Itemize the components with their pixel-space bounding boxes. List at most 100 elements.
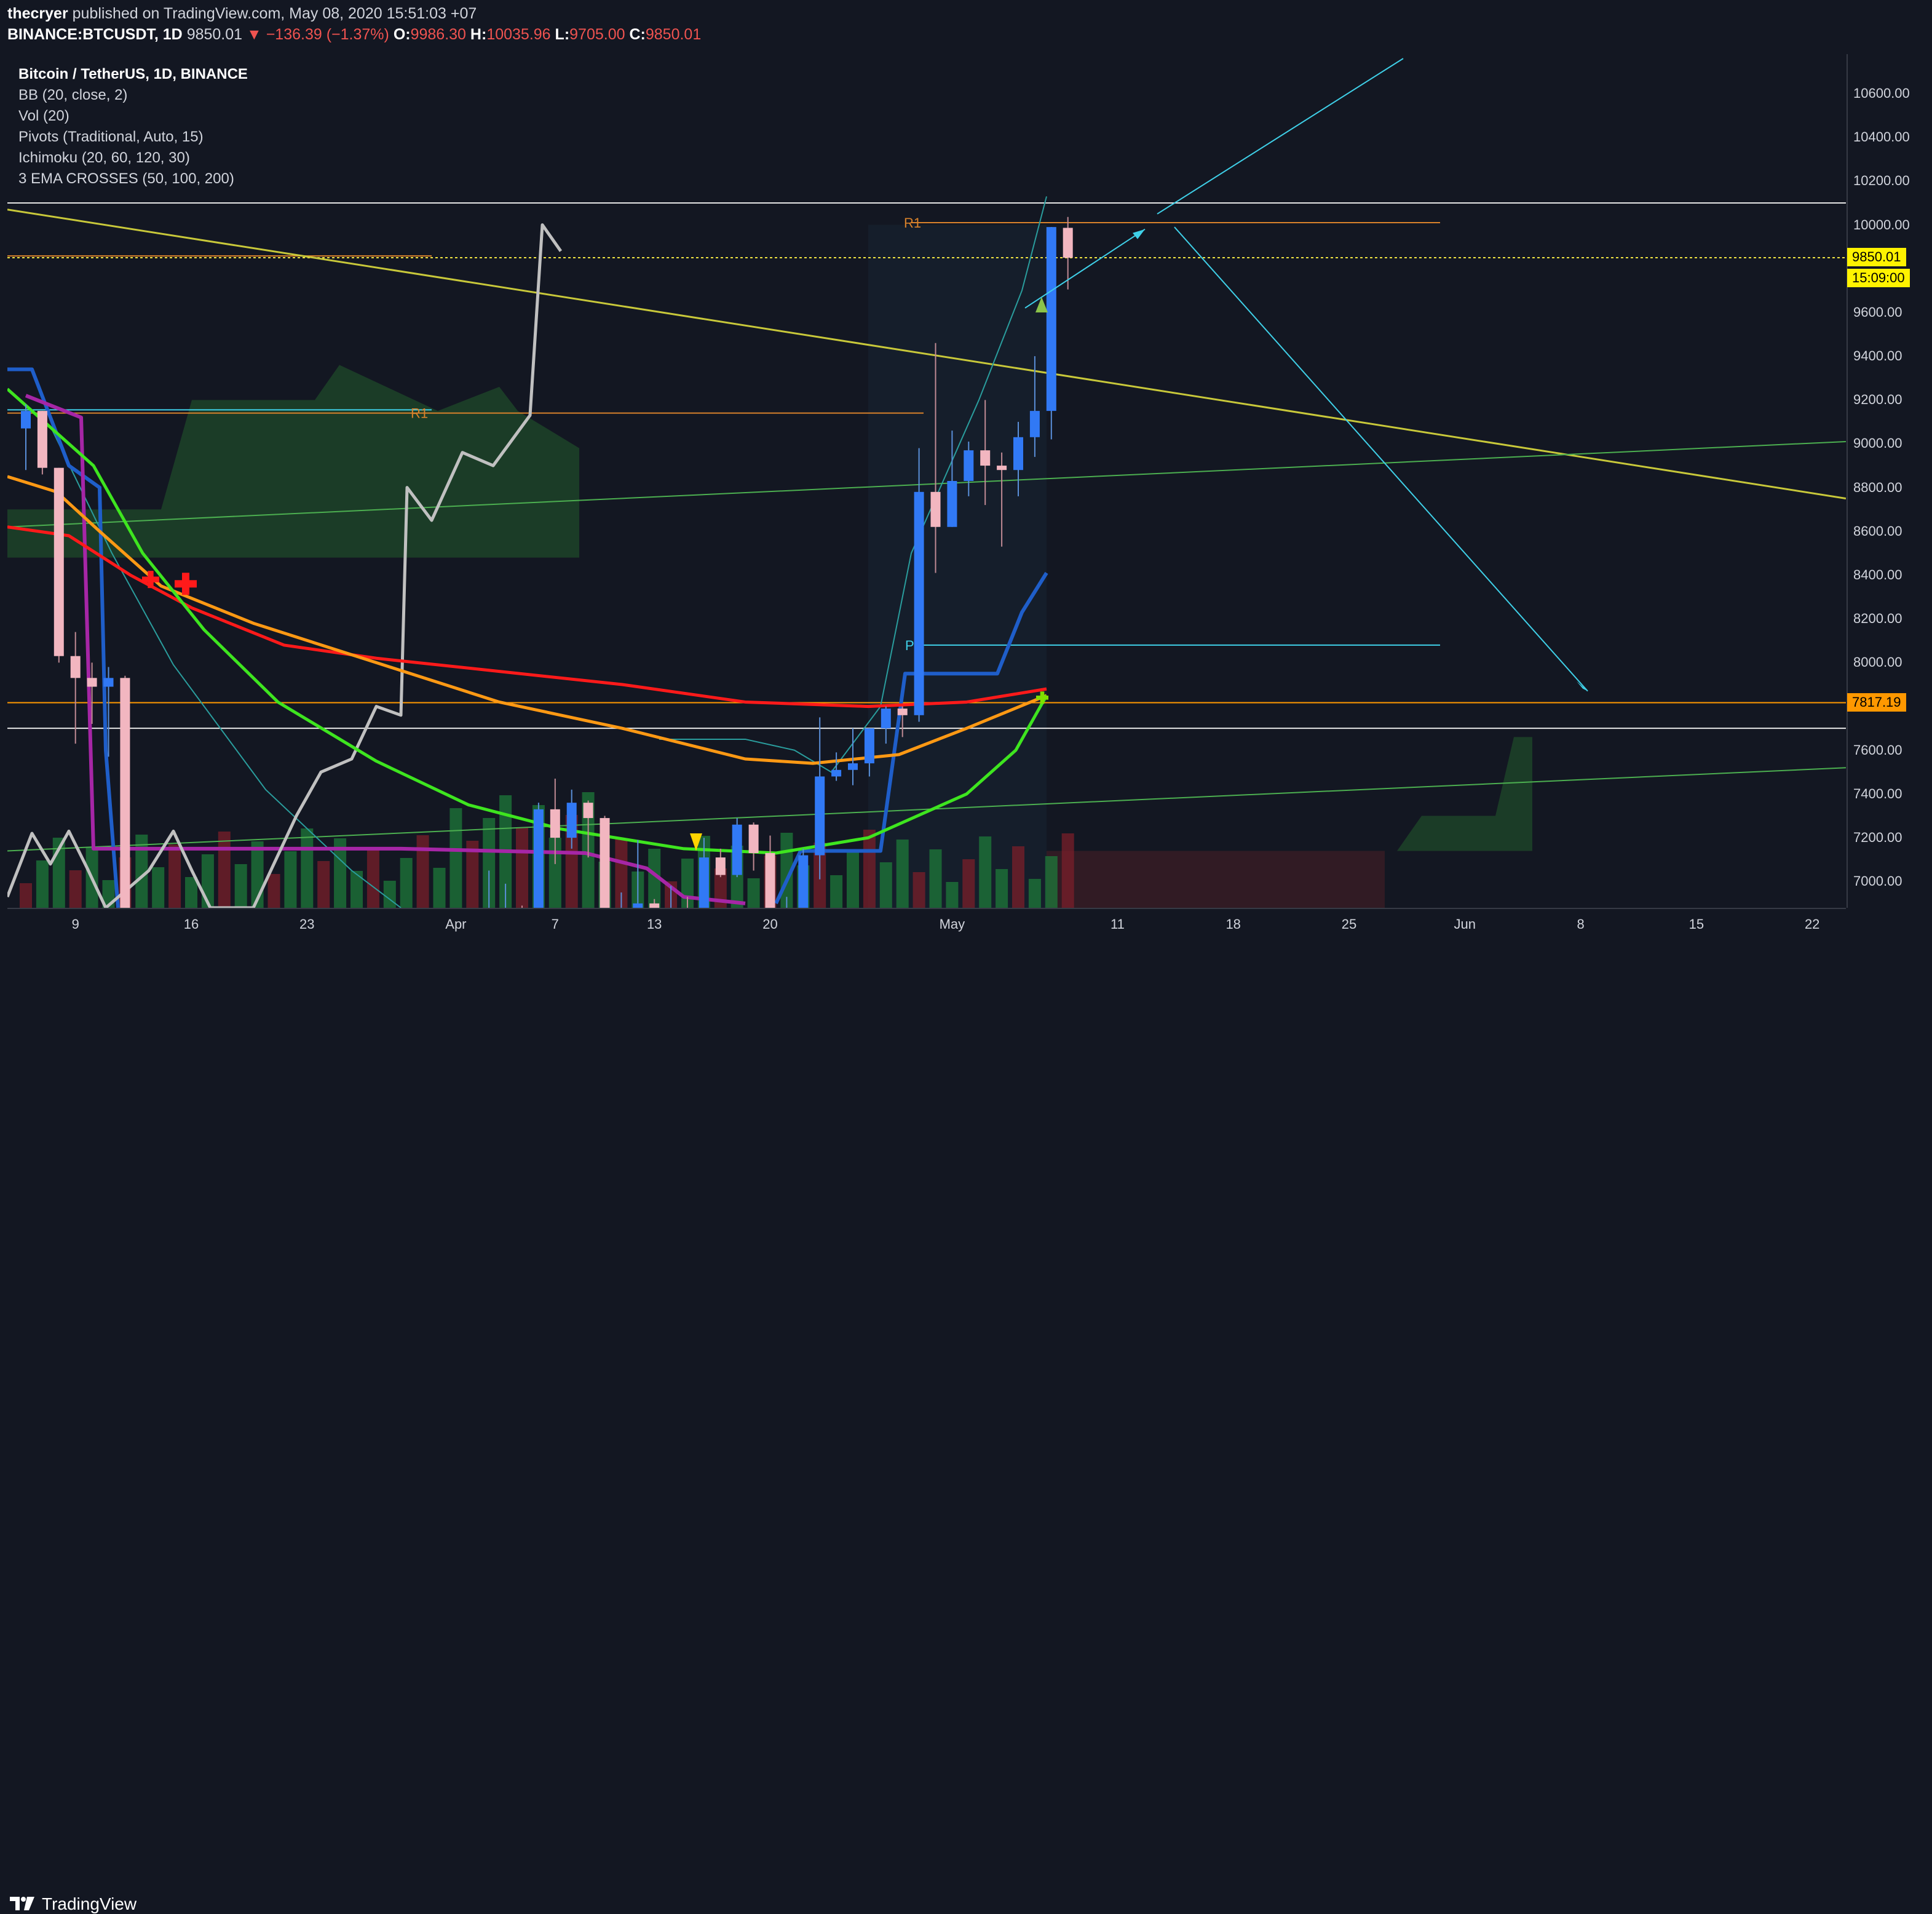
published-info: published on TradingView.com, May 08, 20… (68, 5, 477, 22)
ema-200-line (7, 525, 1047, 709)
time-axis[interactable] (7, 908, 1846, 941)
arrowhead-up (1133, 229, 1145, 239)
legend-symbol[interactable]: Bitcoin / TetherUS, 1D, BINANCE (18, 66, 248, 82)
ichimoku-kijun-right (774, 571, 1048, 905)
candle-body (70, 656, 81, 678)
volume-bar (168, 844, 181, 908)
open-value: 9986.30 (410, 26, 466, 43)
candle-body (864, 728, 874, 764)
golden-cross-marker (1040, 691, 1045, 704)
candle-body (1046, 227, 1056, 411)
descending-trendline (7, 208, 1846, 499)
close-value: 9850.01 (645, 26, 702, 43)
drawings-layer: R1 R1 P (142, 58, 1588, 851)
time-tick-label: 22 (1804, 916, 1820, 932)
volume-bar (896, 840, 909, 908)
volume-bar (979, 836, 992, 908)
last-price-value: 9850.01 (186, 26, 243, 43)
candle-body (550, 809, 560, 838)
time-tick-label: 13 (646, 916, 662, 932)
volume-bar (1061, 833, 1074, 908)
volume-bar (1045, 856, 1058, 908)
volume-bar (830, 875, 843, 908)
candle-body (715, 857, 726, 875)
price-tick-label: 9600.00 (1853, 304, 1902, 320)
chart-header: thecryer published on TradingView.com, M… (0, 0, 1932, 49)
close-label: C: (629, 26, 646, 43)
price-tick-label: 10600.00 (1853, 85, 1910, 101)
volume-bar (433, 868, 446, 908)
volume-bar (714, 868, 727, 908)
price-tick-label: 7400.00 (1853, 785, 1902, 801)
volume-bar (218, 832, 231, 908)
time-tick-label: 20 (762, 916, 778, 932)
price-tick-label: 7600.00 (1853, 742, 1902, 758)
candle-body (533, 809, 544, 908)
legend-pivots[interactable]: Pivots (Traditional, Auto, 15) (18, 129, 204, 145)
legend-ichimoku[interactable]: Ichimoku (20, 60, 120, 30) (18, 149, 190, 166)
last-price-badge: 9850.01 (1847, 247, 1906, 266)
volume-bar (284, 851, 297, 908)
volume-bar (996, 869, 1008, 908)
volume-bar (466, 841, 479, 908)
time-tick-label: 16 (183, 916, 199, 932)
price-tick-label: 8800.00 (1853, 479, 1902, 495)
candle-body (964, 450, 974, 481)
volume-bar (483, 818, 496, 908)
volume-bar (135, 835, 148, 908)
bull-signal-triangle (1035, 297, 1048, 312)
volume-bar (449, 808, 462, 908)
price-change: ▼ −136.39 (−1.37%) (247, 26, 389, 43)
candles-layer (21, 216, 1073, 908)
volume-bar (317, 861, 330, 908)
time-tick-label: 8 (1577, 916, 1585, 932)
bear-signal-triangle (690, 833, 702, 851)
indicator-lines-layer (7, 196, 1846, 908)
forecast-arrow-down (1174, 226, 1588, 692)
volume-bar (1028, 879, 1041, 908)
ascending-trendline-lower (7, 767, 1846, 852)
volume-bar (929, 849, 942, 908)
volume-bar (1012, 846, 1024, 908)
ichimoku-cloud-layer (7, 224, 1532, 908)
volume-bar (301, 828, 314, 908)
price-tick-label: 8000.00 (1853, 654, 1902, 670)
price-tick-label: 10400.00 (1853, 129, 1910, 145)
author-name[interactable]: thecryer (7, 5, 68, 22)
ema-100-line (7, 475, 1047, 765)
time-tick-label: May (939, 916, 965, 932)
candle-body (1029, 411, 1040, 437)
volume-bar (962, 859, 975, 908)
candle-body (21, 411, 31, 429)
price-chart[interactable]: R1 R1 P (7, 54, 1846, 908)
volume-bar (152, 867, 165, 908)
low-label: L: (555, 26, 570, 43)
tradingview-brand[interactable]: TradingView (42, 1894, 137, 1913)
tradingview-logo-icon[interactable] (9, 1894, 36, 1913)
candle-body (566, 803, 577, 838)
volume-bar (185, 877, 197, 908)
price-axis[interactable] (1847, 54, 1932, 908)
legend-bb[interactable]: BB (20, close, 2) (18, 87, 128, 103)
ichimoku-chikou (7, 223, 563, 908)
indicator-legend: Bitcoin / TetherUS, 1D, BINANCE BB (20, … (18, 64, 248, 189)
candle-body (831, 769, 842, 777)
legend-ema-crosses[interactable]: 3 EMA CROSSES (50, 100, 200) (18, 170, 234, 187)
volume-bar (847, 852, 859, 908)
time-tick-label: 9 (71, 916, 79, 932)
bollinger-band-fill (868, 224, 1047, 908)
legend-volume[interactable]: Vol (20) (18, 108, 69, 124)
volume-bar (20, 883, 32, 908)
candle-body (583, 803, 593, 819)
high-value: 10035.96 (486, 26, 551, 43)
volume-bar (69, 870, 82, 908)
candle-body (87, 678, 97, 687)
volume-bar (36, 860, 49, 908)
pivot-p-label: P (905, 638, 914, 653)
candle-body (815, 776, 825, 856)
candle-body (103, 678, 114, 687)
volume-bar (350, 871, 363, 908)
candle-body (930, 491, 941, 527)
arrowhead-down (1577, 681, 1588, 691)
symbol-label[interactable]: BINANCE:BTCUSDT, 1D (7, 26, 183, 43)
